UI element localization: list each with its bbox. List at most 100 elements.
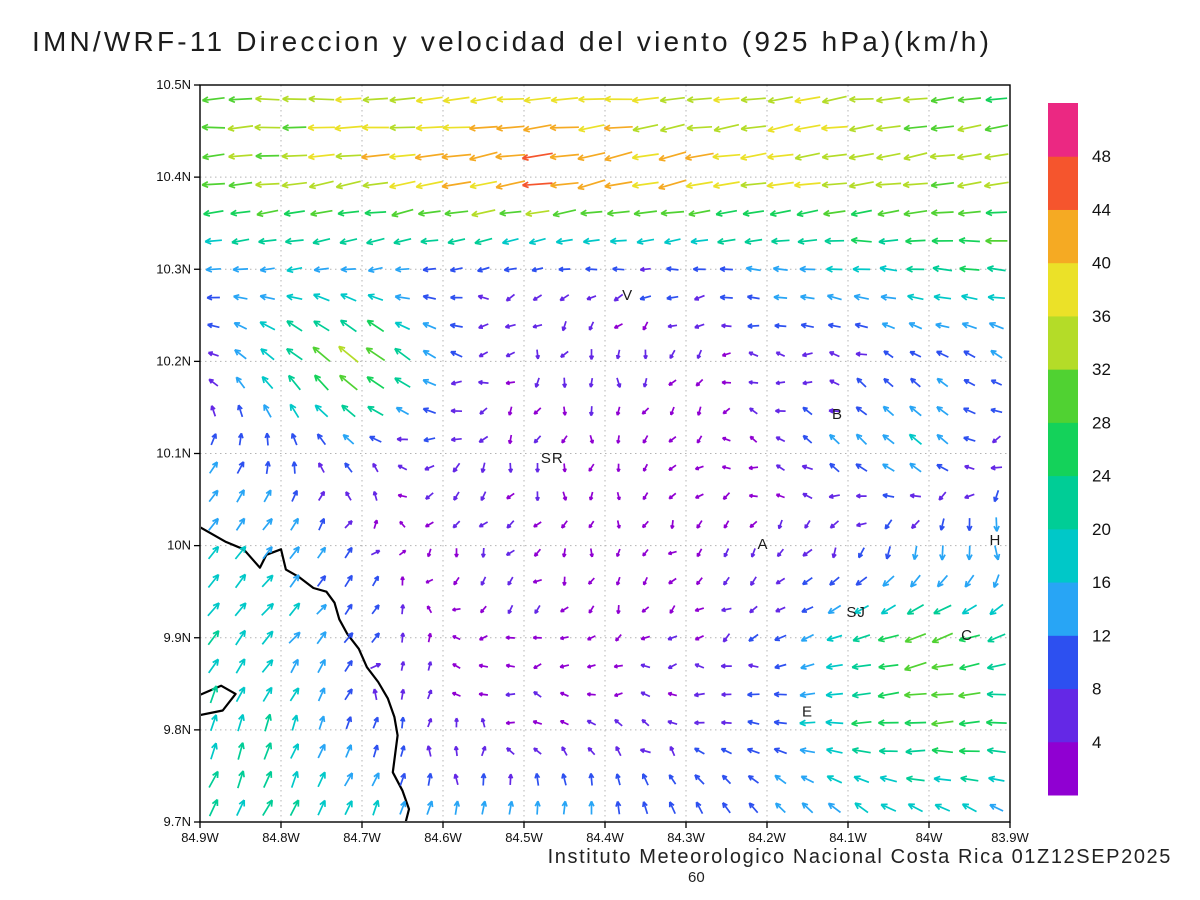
wind-arrow [237,742,245,760]
wind-arrow [613,692,623,698]
wind-arrow [453,576,460,586]
wind-arrow [561,773,567,786]
wind-arrow [742,209,765,217]
wind-arrow [235,376,246,389]
wind-arrow [522,181,553,189]
wind-arrow [508,462,514,473]
wind-arrow [255,95,280,103]
wind-arrow [317,771,326,788]
colorbar-label: 28 [1092,413,1111,432]
x-tick-label: 84.6W [424,830,462,845]
wind-arrow [417,209,441,217]
wind-arrow [612,266,625,273]
wind-arrow [936,463,949,472]
wind-arrow [640,691,651,698]
wind-arrow [505,692,516,698]
wind-arrow [371,632,381,644]
wind-arrow [719,266,733,273]
wind-arrow [613,663,623,669]
wind-arrow [613,323,623,329]
wind-arrow [312,293,330,302]
wind-arrow [990,465,1003,471]
wind-arrow [772,265,788,273]
wind-arrow [696,548,703,558]
wind-arrow [589,435,595,444]
wind-arrow [642,321,649,331]
wind-arrow [985,96,1008,104]
wind-arrow [443,96,470,104]
wind-arrow [603,124,633,132]
wind-arrow [207,351,219,357]
wind-arrow [688,209,711,218]
wind-arrow [394,293,410,301]
wind-arrow [532,323,543,329]
wind-arrow [372,688,378,701]
wind-arrow [505,351,516,358]
wind-arrow [289,403,300,419]
wind-arrow [694,663,705,669]
colorbar-segment [1048,475,1078,530]
wind-arrow [851,747,871,754]
wind-arrow [828,433,840,445]
wind-arrow [855,576,868,586]
wind-arrow [668,801,676,815]
wind-arrow [227,124,254,132]
wind-arrow [883,350,894,359]
colorbar-segment [1048,209,1078,264]
wind-arrow [479,605,487,614]
wind-arrow [616,605,621,615]
wind-arrow [848,181,874,189]
wind-arrow [658,179,687,191]
wind-arrow [372,716,379,729]
wind-arrow [907,293,924,301]
wind-arrow [478,323,489,330]
wind-arrow [641,773,649,786]
wind-arrow [449,266,463,273]
wind-arrow [855,522,867,528]
wind-arrow [588,321,595,331]
wind-arrow [933,293,952,301]
wind-arrow [286,293,303,301]
wind-arrow [667,323,678,329]
wind-arrow [234,602,247,617]
wind-arrow [588,605,595,614]
wind-arrow [668,464,677,472]
wind-arrow [804,520,811,529]
wind-arrow [427,717,433,728]
wind-arrow [957,124,982,133]
wind-arrow [372,744,379,758]
wind-arrow [877,634,899,643]
wind-arrow [668,379,677,386]
wind-arrow [337,209,360,217]
wind-arrow [966,545,973,561]
wind-arrow [749,435,758,443]
wind-arrow [316,631,327,645]
wind-arrow [577,151,606,162]
wind-arrow [857,547,865,559]
wind-arrow [478,435,489,444]
wind-arrow [480,773,487,786]
wind-arrow [427,632,433,643]
wind-arrow [208,378,219,387]
city-label-b: B [832,406,843,423]
wind-arrow [281,152,308,160]
wind-arrow [207,573,220,589]
wind-arrow [588,463,595,472]
wind-arrow [372,799,380,816]
wind-arrow [317,743,326,759]
wind-arrow [201,181,225,189]
wind-arrow [256,209,279,218]
colorbar-segment [1048,156,1078,210]
wind-arrow [696,435,703,444]
city-label-v: V [622,287,633,304]
wind-arrow [642,463,649,472]
wind-arrow [283,209,305,217]
wind-arrow [235,686,246,703]
wind-arrow [263,770,273,788]
wind-arrow [344,688,353,701]
wind-arrow [775,493,785,499]
wind-arrow [469,180,498,190]
wind-arrow [909,574,921,588]
wind-arrow [505,720,515,726]
wind-arrow [825,719,844,727]
